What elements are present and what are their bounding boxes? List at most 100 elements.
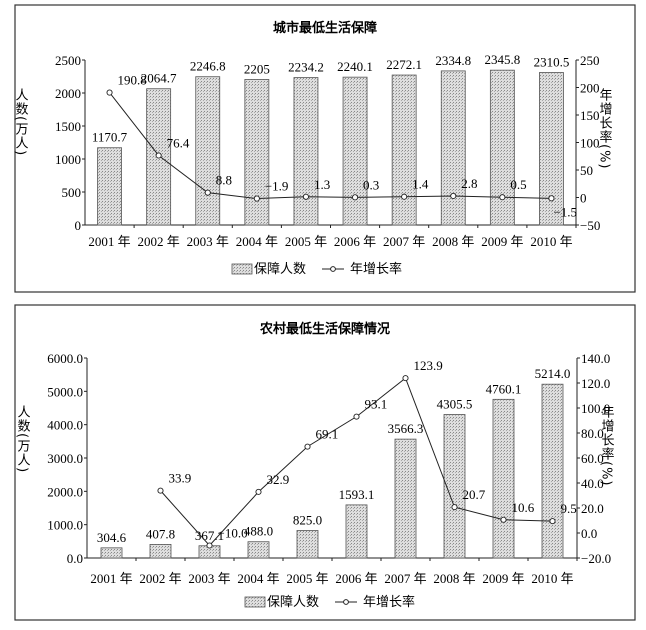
line-point-3 — [206, 542, 213, 549]
y-tick-label: 4000.0 — [47, 418, 83, 433]
legend-line-label: 年增长率 — [363, 594, 415, 610]
y2-tick-label: 0 — [580, 191, 587, 206]
bar-8 — [443, 414, 466, 559]
line-data-label: 2.8 — [461, 176, 477, 191]
bar-data-label: 3566.3 — [388, 421, 424, 436]
y2-tick-label: 100 — [580, 136, 600, 151]
line-data-label: 9.5 — [561, 501, 577, 516]
line-data-label: 76.4 — [167, 135, 190, 150]
y2-tick-label: 40.0 — [581, 476, 604, 491]
bar-data-label: 2240.1 — [337, 59, 373, 74]
line-data-label: 93.1 — [365, 397, 388, 412]
bar-4 — [247, 541, 270, 559]
y-tick-label: 1000.0 — [47, 518, 83, 533]
x-tick-label: 2004 年 — [237, 571, 279, 586]
bar-data-label: 488.0 — [244, 524, 273, 539]
panel-border — [14, 4, 636, 293]
bar-data-label: 407.8 — [146, 526, 175, 541]
line-point-2 — [155, 152, 162, 159]
line-data-label: 0.5 — [510, 177, 526, 192]
x-tick-label: 2005 年 — [285, 234, 327, 249]
line-data-label: 32.9 — [267, 472, 290, 487]
bar-data-label: 2234.2 — [288, 60, 324, 75]
panel-border — [14, 304, 636, 621]
x-tick-label: 2007 年 — [383, 234, 425, 249]
y-tick-label: 0.0 — [67, 551, 83, 566]
y-tick-label: 2000 — [55, 86, 81, 101]
bar-data-label: 1170.7 — [92, 130, 128, 145]
bar-data-label: 367.1 — [195, 528, 224, 543]
line-point-4 — [253, 195, 260, 202]
bar-data-label: 2334.8 — [435, 53, 471, 68]
x-tick-label: 2001 年 — [88, 234, 130, 249]
y-tick-label: 5000.0 — [47, 384, 83, 399]
legend-bar-swatch — [244, 596, 266, 608]
x-tick-label: 2003 年 — [187, 234, 229, 249]
bar-3 — [195, 76, 221, 226]
x-tick-label: 2010 年 — [530, 234, 572, 249]
bar-data-label: 2345.8 — [484, 52, 520, 67]
bar-2 — [149, 544, 172, 559]
y2-tick-label: 50 — [580, 163, 593, 178]
line-point-6 — [351, 194, 359, 201]
chart-title: 城市最低生活保障 — [273, 20, 377, 36]
line-data-label: −10.0 — [218, 526, 248, 541]
y2-axis-label: 年增长率(%) — [599, 405, 615, 487]
bar-data-label: 4305.5 — [437, 396, 473, 411]
y2-tick-label: 140.0 — [581, 351, 610, 366]
legend-line-marker — [330, 266, 336, 272]
legend-bar-label: 保障人数 — [254, 262, 306, 277]
line-data-label: 33.9 — [169, 471, 192, 486]
line-point-9 — [500, 516, 507, 523]
chart-panel-1: 城市最低生活保障 0 500 1000 1500 2000 2500 −50 0 50 100 150… — [13, 4, 636, 293]
y2-tick-label: 0.0 — [581, 526, 597, 541]
x-tick-label: 2008 年 — [432, 234, 474, 249]
line-point-8 — [451, 504, 458, 511]
bar-data-label: 2205 — [244, 61, 270, 76]
bar-5 — [296, 530, 319, 559]
y-axis-label: 人数(万人) — [13, 88, 29, 156]
line-data-label: 1.4 — [412, 177, 429, 192]
line-data-label: −1.9 — [265, 179, 289, 194]
line-data-label: 69.1 — [316, 427, 339, 442]
growth-rate-line — [109, 92, 552, 200]
line-point-4 — [255, 488, 262, 495]
bar-data-label: 5214.0 — [535, 366, 571, 381]
y2-tick-label: 60.0 — [581, 451, 604, 466]
bar-data-label: 2310.5 — [534, 55, 570, 70]
line-point-9 — [499, 194, 506, 201]
x-tick-label: 2006 年 — [335, 571, 377, 586]
x-tick-label: 2008 年 — [433, 571, 475, 586]
bar-1 — [97, 147, 122, 226]
bar-6 — [342, 76, 368, 226]
x-tick-label: 2010 年 — [531, 571, 573, 586]
line-point-8 — [450, 192, 457, 200]
line-point-7 — [402, 375, 409, 382]
bar-6 — [345, 504, 368, 559]
x-tick-label: 2006 年 — [334, 234, 376, 249]
bar-10 — [539, 72, 564, 226]
bar-data-label: 2272.1 — [386, 57, 422, 72]
y-axis-label: 人数(万人) — [15, 405, 31, 473]
y-tick-label: 500 — [62, 185, 82, 200]
legend-line-label: 年增长率 — [350, 261, 402, 277]
y2-tick-label: 20.0 — [581, 501, 604, 516]
bar-data-label: 825.0 — [293, 513, 322, 528]
x-tick-label: 2004 年 — [236, 234, 278, 249]
line-data-label: −1.5 — [553, 204, 577, 219]
x-tick-label: 2002 年 — [139, 571, 181, 586]
bar-9 — [492, 398, 515, 559]
line-point-3 — [204, 189, 211, 196]
line-point-1 — [106, 89, 113, 96]
line-data-label: 190.8 — [118, 73, 147, 88]
line-data-label: 1.3 — [314, 177, 330, 192]
bar-7 — [391, 74, 417, 226]
line-data-label: 0.3 — [363, 177, 379, 192]
x-tick-label: 2009 年 — [481, 234, 523, 249]
y2-axis-label: 年增长率(%) — [597, 88, 613, 170]
bar-data-label: 4760.1 — [486, 381, 522, 396]
y-tick-label: 2000.0 — [47, 484, 83, 499]
line-point-7 — [401, 193, 408, 200]
y-tick-label: 2500 — [55, 53, 81, 68]
